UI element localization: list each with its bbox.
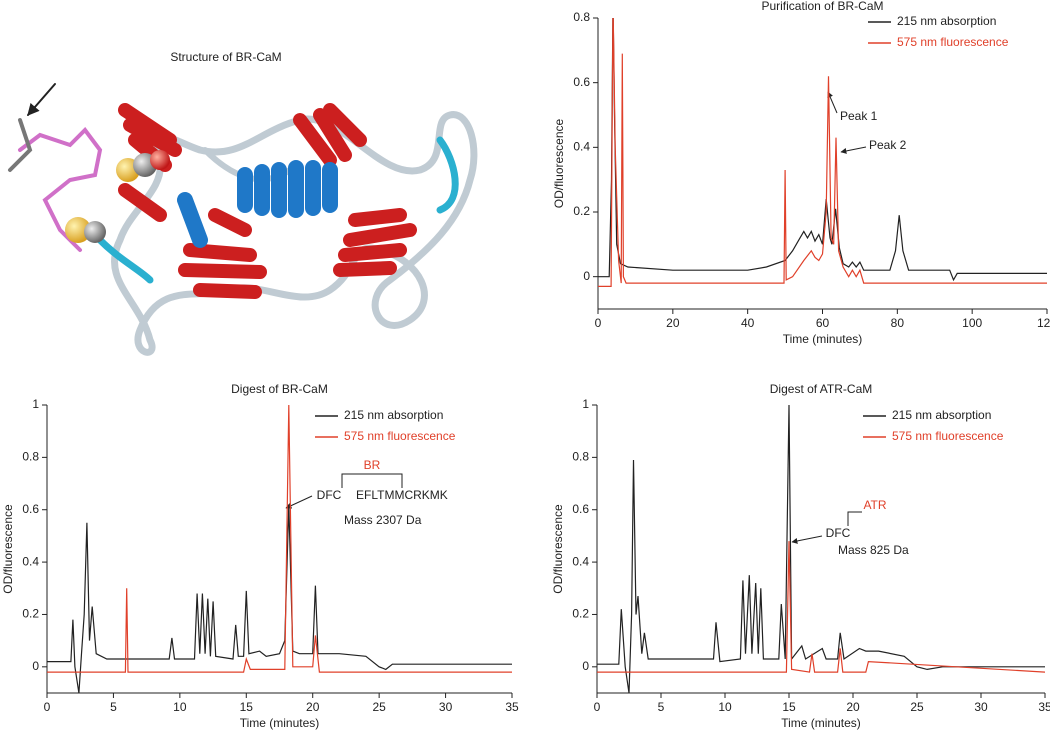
- x-tick-label: 20: [846, 700, 860, 714]
- y-tick-label: 1: [32, 397, 39, 411]
- y-axis-label: OD/fluorescence: [1, 504, 15, 594]
- x-tick-label: 10: [173, 700, 187, 714]
- x-tick-label: 30: [439, 700, 453, 714]
- legend-label: 215 nm absorption: [892, 408, 991, 422]
- y-tick-label: 1: [582, 397, 589, 411]
- x-tick-label: 20: [666, 316, 680, 330]
- x-axis-label: Time (minutes): [783, 332, 863, 346]
- x-axis-label: Time (minutes): [240, 716, 320, 730]
- annotation: Peak 2: [869, 138, 907, 152]
- chart-title: Digest of ATR-CaM: [770, 382, 872, 396]
- series-line: [47, 504, 512, 693]
- x-tick-label: 60: [816, 316, 830, 330]
- annotation: BR: [364, 458, 381, 472]
- x-tick-label: 30: [974, 700, 988, 714]
- legend-label: 575 nm fluorescence: [344, 429, 456, 443]
- x-tick-label: 5: [658, 700, 665, 714]
- annotation: DFC: [826, 526, 851, 540]
- series-line: [47, 405, 512, 673]
- x-tick-label: 15: [240, 700, 254, 714]
- x-tick-label: 15: [782, 700, 796, 714]
- y-tick-label: 0.6: [572, 502, 589, 516]
- annotation: Mass 825 Da: [838, 543, 909, 557]
- chart-title: Digest of BR-CaM: [231, 382, 328, 396]
- annotation: Mass 2307 Da: [344, 513, 422, 527]
- x-tick-label: 25: [372, 700, 386, 714]
- y-tick-label: 0.8: [572, 450, 589, 464]
- legend-label: 215 nm absorption: [344, 408, 443, 422]
- annotation: DFC: [317, 488, 342, 502]
- x-tick-label: 35: [505, 700, 519, 714]
- x-tick-label: 35: [1038, 700, 1050, 714]
- x-tick-label: 100: [962, 316, 982, 330]
- y-tick-label: 0.4: [572, 554, 589, 568]
- legend-label: 575 nm fluorescence: [892, 429, 1004, 443]
- x-tick-label: 0: [594, 700, 601, 714]
- y-tick-label: 0.4: [573, 140, 590, 154]
- x-tick-label: 10: [718, 700, 732, 714]
- series-line: [598, 18, 1047, 282]
- annotation: Peak 1: [840, 109, 878, 123]
- y-axis-label: OD/fluorescence: [551, 504, 565, 594]
- y-tick-label: 0.2: [572, 607, 589, 621]
- y-tick-label: 0.2: [22, 607, 39, 621]
- protein-structure: [8, 83, 478, 356]
- x-tick-label: 25: [910, 700, 924, 714]
- x-tick-label: 0: [44, 700, 51, 714]
- y-tick-label: 0: [583, 269, 590, 283]
- x-tick-label: 80: [891, 316, 905, 330]
- x-tick-label: 40: [741, 316, 755, 330]
- annotation: ATR: [863, 498, 886, 512]
- annotation: EFLTMMCRKMK: [356, 488, 448, 502]
- x-tick-label: 5: [110, 700, 117, 714]
- structure-title: Structure of BR-CaM: [170, 50, 281, 64]
- chart-title: Purification of BR-CaM: [761, 0, 883, 13]
- y-tick-label: 0.8: [22, 450, 39, 464]
- y-tick-label: 0.6: [22, 502, 39, 516]
- series-line: [597, 541, 1045, 673]
- y-tick-label: 0.4: [22, 554, 39, 568]
- series-line: [597, 405, 1045, 693]
- y-tick-label: 0.8: [573, 10, 590, 24]
- legend-label: 215 nm absorption: [897, 14, 996, 28]
- y-tick-label: 0.2: [573, 204, 590, 218]
- y-tick-label: 0: [582, 659, 589, 673]
- x-tick-label: 20: [306, 700, 320, 714]
- legend-label: 575 nm fluorescence: [897, 35, 1009, 49]
- y-tick-label: 0.6: [573, 75, 590, 89]
- x-axis-label: Time (minutes): [781, 716, 861, 730]
- x-tick-label: 0: [595, 316, 602, 330]
- series-line: [598, 18, 1047, 287]
- y-axis-label: OD/fluorescence: [552, 118, 566, 208]
- annotation-arrows: [285, 91, 867, 544]
- y-tick-label: 0: [32, 659, 39, 673]
- x-tick-label: 120: [1037, 316, 1050, 330]
